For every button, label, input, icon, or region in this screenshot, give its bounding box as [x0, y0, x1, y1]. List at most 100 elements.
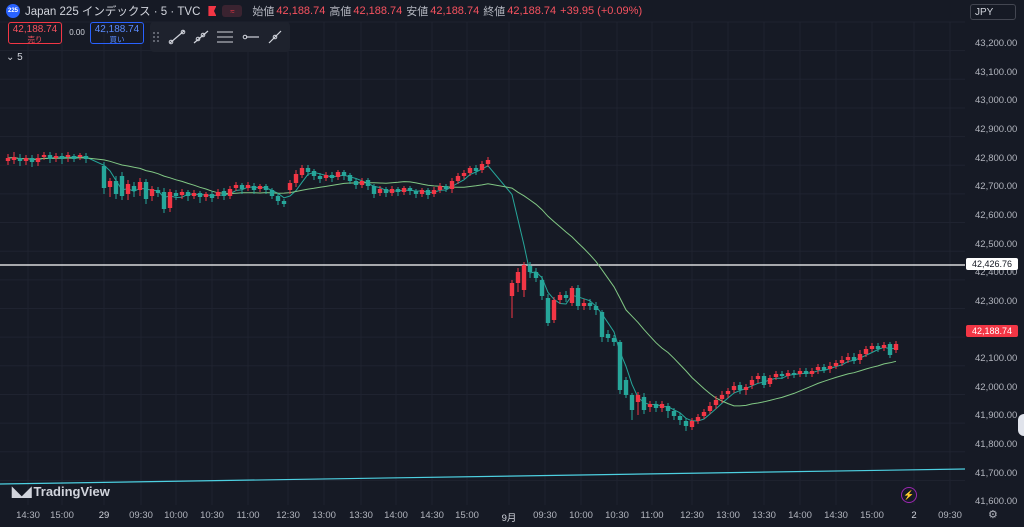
candle-body: [617, 342, 623, 390]
candle-body: [239, 185, 245, 189]
time-tick: 09:30: [938, 510, 962, 521]
price-tick: 43,100.00: [975, 66, 1018, 78]
candle-body: [887, 344, 893, 355]
drawing-toolbar: [150, 22, 290, 52]
open-label: 始値: [252, 6, 275, 18]
price-tick: 41,700.00: [975, 467, 1018, 479]
candle-body: [413, 191, 419, 194]
lightning-icon[interactable]: ⚡: [901, 487, 917, 503]
price-chart[interactable]: [0, 0, 965, 505]
price-tick: 42,900.00: [975, 123, 1018, 135]
candles: [5, 152, 899, 431]
candle-body: [827, 366, 833, 369]
candle-body: [149, 189, 155, 196]
candle-body: [881, 345, 887, 348]
candle-body: [101, 166, 107, 188]
time-tick: 14:00: [788, 510, 812, 521]
time-tick: 09:30: [129, 510, 153, 521]
candle-body: [53, 156, 59, 158]
ray-icon[interactable]: [192, 29, 210, 45]
market-status-badge[interactable]: ≈: [222, 5, 243, 17]
candle-body: [833, 363, 839, 366]
time-tick: 11:00: [236, 510, 260, 521]
price-axis[interactable]: 43,200.00 43,100.00 43,000.00 42,900.00 42,8…: [965, 22, 1024, 508]
candle-body: [23, 158, 29, 161]
candle-body: [857, 354, 863, 360]
candle-body: [425, 190, 431, 195]
candle-body: [527, 266, 533, 272]
symbol-header: 225 Japan 225 インデックス · 5 · TVC ≈ 始値 42,1…: [0, 0, 965, 22]
price-tick: 43,200.00: [975, 38, 1018, 49]
price-tick: 42,100.00: [975, 353, 1018, 365]
price-tick: 42,600.00: [975, 209, 1018, 221]
scroll-handle[interactable]: [1018, 414, 1024, 436]
candle-body: [419, 190, 425, 194]
candle-body: [5, 158, 11, 161]
price-tick: 42,500.00: [975, 238, 1018, 250]
candle-body: [59, 156, 65, 159]
indicator-legend[interactable]: ⌄ 5: [6, 52, 23, 63]
change-value: +39.95 (+0.09%): [560, 5, 643, 17]
candle-body: [551, 300, 557, 320]
tradingview-logo[interactable]: ◣◢ TradingView: [12, 483, 110, 500]
candle-body: [701, 412, 707, 416]
candle-body: [875, 346, 881, 349]
trendline-icon[interactable]: [168, 29, 186, 45]
candle-body: [449, 181, 455, 189]
candle-body: [797, 371, 803, 374]
candle-body: [143, 182, 149, 199]
candle-body: [365, 180, 371, 186]
candle-body: [251, 186, 257, 190]
time-axis[interactable]: 14:30 15:00 29 09:30 10:00 10:30 11:00 12:30 13:…: [0, 505, 965, 527]
candle-body: [659, 404, 665, 408]
candle-body: [35, 158, 41, 162]
candle-body: [401, 188, 407, 192]
candle-body: [227, 189, 233, 196]
gear-icon[interactable]: ⚙: [988, 509, 998, 521]
price-tick: 43,000.00: [975, 95, 1018, 107]
candle-body: [515, 272, 521, 283]
time-tick: 11:00: [640, 510, 664, 521]
candle-body: [461, 173, 467, 176]
time-tick: 15:00: [455, 510, 479, 521]
candle-body: [137, 182, 143, 190]
time-tick: 12:30: [680, 510, 704, 521]
current-price-tag: 42,188.74: [966, 325, 1018, 337]
price-tick: 41,900.00: [975, 410, 1018, 422]
candle-body: [791, 373, 797, 375]
candle-body: [299, 168, 305, 175]
candle-body: [845, 357, 851, 360]
buy-button[interactable]: 42,188.74 買い: [90, 22, 144, 44]
horizontal-ray-icon[interactable]: [242, 29, 260, 45]
drag-handle-icon[interactable]: [152, 31, 160, 43]
low-value: 42,188.74: [430, 5, 480, 17]
currency-select[interactable]: JPY: [970, 4, 1016, 20]
candle-body: [689, 421, 695, 427]
candle-body: [839, 360, 845, 363]
sell-button[interactable]: 42,188.74 売り: [8, 22, 62, 44]
candle-body: [653, 404, 659, 408]
candle-body: [623, 380, 629, 395]
candle-body: [785, 373, 791, 376]
candle-body: [593, 306, 599, 310]
price-tick: 41,600.00: [975, 496, 1018, 508]
pencil-icon[interactable]: [266, 29, 284, 45]
symbol-title[interactable]: Japan 225 インデックス · 5 · TVC: [25, 6, 201, 18]
flag-icon[interactable]: [208, 6, 217, 16]
symbol-icon[interactable]: 225: [6, 4, 20, 18]
candle-body: [167, 192, 173, 208]
time-tick: 10:30: [605, 510, 629, 521]
price-tick: 42,000.00: [975, 381, 1018, 393]
collapse-toggle-icon[interactable]: ⌄: [6, 52, 15, 63]
candle-body: [863, 349, 869, 354]
price-tick: 42,300.00: [975, 295, 1018, 307]
close-value: 42,188.74: [507, 5, 557, 17]
indicator-label: 5: [17, 52, 23, 63]
candle-body: [203, 194, 209, 197]
candle-body: [473, 168, 479, 171]
time-tick: 14:30: [824, 510, 848, 521]
chart-lines: [0, 156, 965, 485]
fib-icon[interactable]: [216, 29, 234, 45]
candle-body: [629, 395, 635, 410]
trend-line: [0, 468, 965, 485]
